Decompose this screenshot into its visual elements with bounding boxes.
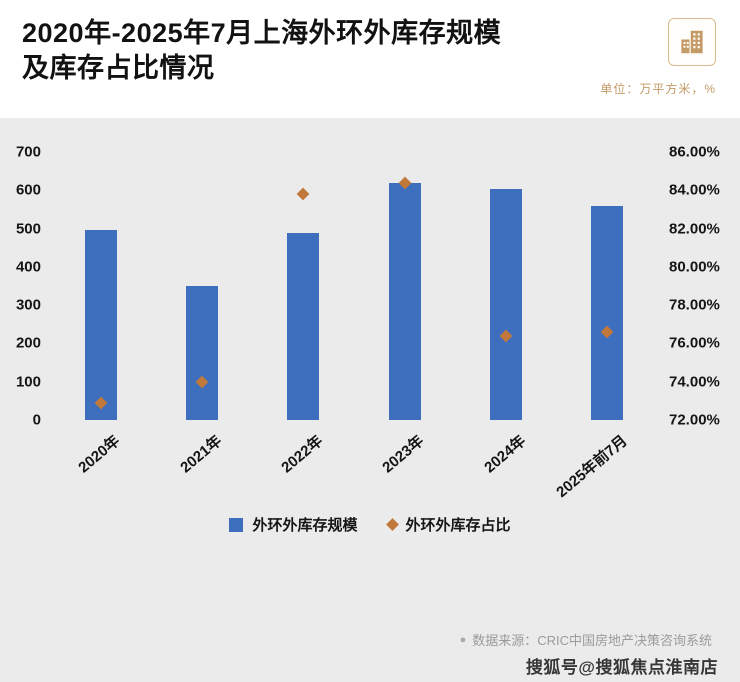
right-axis-tick-label: 84.00% bbox=[669, 181, 720, 199]
legend-bar-label: 外环外库存规模 bbox=[252, 517, 358, 534]
right-axis-tick-label: 82.00% bbox=[669, 220, 720, 238]
page-title-line1: 2020年-2025年7月上海外环外库存规模 bbox=[22, 18, 502, 48]
watermark-text: 搜狐号@搜狐焦点淮南店 bbox=[525, 658, 718, 677]
left-axis-tick-label: 100 bbox=[15, 373, 41, 391]
diamond-swatch-icon bbox=[385, 518, 399, 531]
bar-2025年前7月 bbox=[591, 206, 624, 420]
bar-2023年 bbox=[388, 182, 421, 420]
left-axis-tick-label: 0 bbox=[32, 411, 41, 429]
left-axis-tick-label: 700 bbox=[15, 143, 41, 161]
bar-2024年 bbox=[490, 189, 522, 420]
x-axis-label-text: 2022年 bbox=[278, 432, 327, 477]
building-icon bbox=[681, 30, 703, 54]
legend-marker-label: 外环外库存占比 bbox=[405, 517, 511, 534]
bar-2021年 bbox=[186, 286, 218, 420]
logo-box bbox=[668, 18, 716, 66]
dot-icon: ● bbox=[459, 633, 467, 646]
right-axis-tick-label: 72.00% bbox=[669, 411, 720, 429]
left-axis-tick-label: 400 bbox=[15, 258, 41, 276]
left-axis-tick-label: 600 bbox=[15, 181, 41, 199]
bar-2020年 bbox=[84, 229, 117, 420]
chart-area: 700 600 500 400 300 200 100 0 86.00% 84.00% 82.00%… bbox=[0, 118, 740, 682]
bar-2022年 bbox=[287, 233, 320, 420]
data-source: ● 数据来源：CRIC中国房地产决策咨询系统 bbox=[460, 630, 712, 649]
marker-2022年 bbox=[296, 187, 310, 201]
x-axis-label-text: 2025年前7月 bbox=[552, 432, 631, 502]
left-axis-tick-label: 500 bbox=[15, 220, 41, 238]
unit-label: 单位：万平方米，% bbox=[600, 82, 716, 96]
legend-item-marker: 外环外库存占比 bbox=[385, 514, 511, 535]
legend-item-bar: 外环外库存规模 bbox=[229, 514, 358, 535]
x-axis-label-text: 2023年 bbox=[379, 432, 428, 477]
right-axis-tick-label: 76.00% bbox=[669, 334, 720, 352]
left-axis-tick-label: 300 bbox=[15, 296, 41, 314]
chart-legend: 外环外库存规模 外环外库存占比 bbox=[0, 514, 740, 535]
chart-header: 2020年-2025年7月上海外环外库存规模 及库存占比情况 单位：万平方 bbox=[0, 0, 740, 118]
x-axis-label-text: 2020年 bbox=[75, 432, 124, 477]
x-axis-label-text: 2024年 bbox=[480, 432, 529, 477]
x-axis-label-text: 2021年 bbox=[176, 432, 225, 477]
page-title: 2020年-2025年7月上海外环外库存规模 及库存占比情况 bbox=[22, 16, 718, 86]
right-axis-tick-label: 74.00% bbox=[669, 373, 720, 391]
plot-area: 700 600 500 400 300 200 100 0 86.00% 84.00% 82.00%… bbox=[16, 144, 720, 502]
left-axis-tick-label: 200 bbox=[15, 334, 41, 352]
bar-swatch-icon bbox=[229, 517, 244, 532]
right-axis-tick-label: 80.00% bbox=[669, 258, 720, 276]
right-axis-tick-label: 86.00% bbox=[669, 143, 720, 161]
page-title-line2: 及库存占比情况 bbox=[22, 53, 215, 84]
data-source-text: 数据来源：CRIC中国房地产决策咨询系统 bbox=[472, 633, 712, 648]
right-axis-tick-label: 78.00% bbox=[669, 296, 720, 314]
